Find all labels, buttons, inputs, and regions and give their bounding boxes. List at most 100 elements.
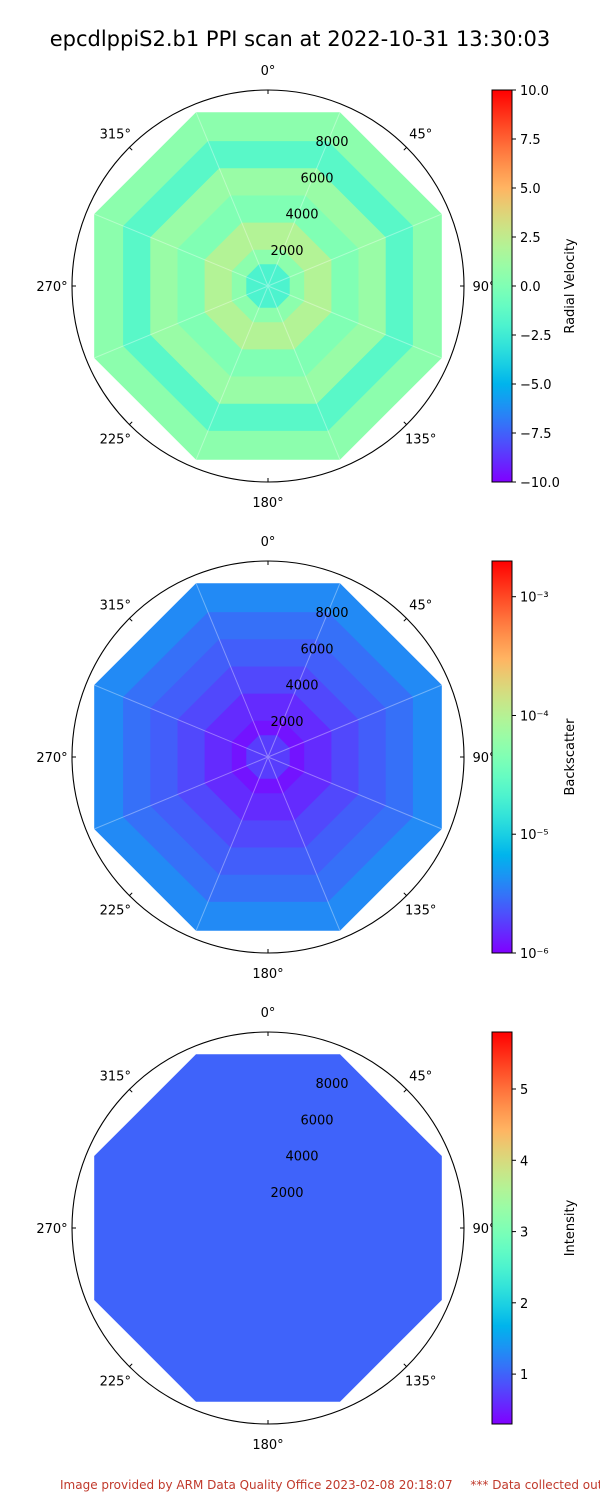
radial-tick-label: 2000: [270, 715, 303, 730]
angle-tick-label: 135°: [405, 904, 436, 919]
colorbar-tick-label: 10⁻⁶: [520, 947, 549, 962]
scan-texture: [94, 112, 442, 460]
colorbar-label: Radial Velocity: [563, 238, 578, 334]
scan-texture-line: [267, 756, 442, 830]
angle-tick-label: 270°: [36, 280, 67, 295]
colorbar-tick-label: 7.5: [520, 133, 541, 148]
velocity-panel: 0° 45° 90° 135° 180° 225° 270° 315° 2000 4000 6000…: [36, 64, 578, 511]
scan-texture-line: [195, 112, 269, 287]
scan-texture-line: [195, 756, 269, 931]
angle-tick-mark: [129, 421, 133, 425]
radial-tick-label: 2000: [270, 1186, 303, 1201]
colorbar-tick-label: 4: [520, 1154, 528, 1169]
colorbar-tick-label: 1: [520, 1368, 528, 1383]
angle-tick-mark: [403, 892, 407, 896]
angle-tick-label: 315°: [100, 598, 131, 613]
angle-tick-label: 315°: [100, 1069, 131, 1084]
colorbar: [491, 1031, 513, 1425]
scan-texture-line: [267, 213, 442, 287]
angle-tick-label: 0°: [261, 64, 276, 79]
angle-tick-label: 45°: [409, 598, 432, 613]
angle-tick-mark: [129, 1089, 133, 1093]
scan-texture-line: [267, 285, 442, 359]
radial-tick-label: 6000: [300, 1113, 333, 1128]
colorbar-tick-label: 2: [520, 1297, 528, 1312]
scan-rings: [94, 112, 442, 460]
scan-rings: [94, 583, 442, 931]
angle-tick-label: 45°: [409, 1069, 432, 1084]
angle-tick-mark: [129, 892, 133, 896]
scan-ring-6: [246, 735, 290, 779]
angle-tick-label: 225°: [100, 1375, 131, 1390]
scan-texture-line: [195, 583, 269, 758]
scan-texture-line: [267, 684, 442, 758]
scan-ring-6: [246, 264, 290, 308]
angle-tick-mark: [403, 147, 407, 151]
colorbar-tick-label: −2.5: [520, 329, 552, 344]
colorbar-tick-label: 10.0: [520, 84, 549, 99]
angle-tick-mark: [129, 618, 133, 622]
scan-texture-line: [195, 285, 269, 460]
radial-tick-label: 4000: [285, 1150, 318, 1165]
angle-tick-label: 0°: [261, 535, 276, 550]
angle-tick-label: 90°: [472, 280, 495, 295]
colorbar-tick-label: 5.0: [520, 182, 541, 197]
colorbar-label: Backscatter: [563, 718, 578, 796]
angle-tick-label: 270°: [36, 1222, 67, 1237]
angle-tick-label: 45°: [409, 127, 432, 142]
angle-tick-mark: [403, 421, 407, 425]
angle-tick-mark: [403, 1089, 407, 1093]
colorbar-tick-label: 3: [520, 1226, 528, 1241]
radial-tick-label: 4000: [285, 208, 318, 223]
scan-rings: [94, 1054, 442, 1402]
scan-texture-line: [94, 213, 269, 287]
scan-texture-line: [267, 756, 341, 931]
intensity-panel: 0° 45° 90° 135° 180° 225° 270° 315° 2000 4000 6000…: [36, 1006, 578, 1453]
angle-tick-mark: [403, 618, 407, 622]
angle-tick-label: 90°: [472, 1222, 495, 1237]
angle-tick-label: 180°: [252, 496, 283, 511]
colorbar-tick-label: −5.0: [520, 378, 552, 393]
colorbar: [491, 89, 513, 483]
scan-texture-line: [94, 684, 269, 758]
scan-texture-line: [267, 112, 341, 287]
radial-tick-label: 8000: [315, 135, 348, 150]
radial-tick-label: 2000: [270, 244, 303, 259]
colorbar-tick-label: 10⁻³: [520, 591, 549, 606]
angle-tick-label: 315°: [100, 127, 131, 142]
colorbar-tick-label: 0.0: [520, 280, 541, 295]
colorbar: [491, 560, 513, 954]
colorbar-tick-label: 10⁻⁴: [520, 710, 549, 725]
colorbar-tick-label: −7.5: [520, 427, 552, 442]
angle-tick-mark: [129, 147, 133, 151]
scan-texture-line: [267, 583, 341, 758]
angle-tick-label: 0°: [261, 1006, 276, 1021]
colorbar-label: Intensity: [563, 1199, 578, 1256]
radial-tick-label: 6000: [300, 642, 333, 657]
radial-tick-label: 6000: [300, 171, 333, 186]
colorbar-tick-label: −10.0: [520, 476, 560, 491]
footer-note: *** Data collected outsid: [470, 1478, 600, 1492]
scan-texture-line: [94, 285, 269, 359]
colorbar-tick-label: 10⁻⁵: [520, 828, 549, 843]
angle-tick-label: 270°: [36, 751, 67, 766]
radial-tick-label: 8000: [315, 1077, 348, 1092]
scan-ring-0: [94, 1054, 442, 1402]
figure-title: epcdlppiS2.b1 PPI scan at 2022-10-31 13:…: [49, 27, 551, 51]
footer-provided-by: Image provided by ARM Data Quality Offic…: [60, 1478, 453, 1492]
backscatter-panel: 0° 45° 90° 135° 180° 225° 270° 315° 2000 4000 6000…: [36, 535, 578, 982]
radial-tick-label: 4000: [285, 679, 318, 694]
colorbar-tick-label: 5: [520, 1083, 528, 1098]
angle-tick-label: 135°: [405, 433, 436, 448]
angle-tick-label: 135°: [405, 1375, 436, 1390]
scan-texture-line: [267, 285, 341, 460]
angle-tick-label: 225°: [100, 904, 131, 919]
angle-tick-mark: [403, 1363, 407, 1367]
angle-tick-label: 180°: [252, 967, 283, 982]
angle-tick-label: 90°: [472, 751, 495, 766]
scan-texture: [94, 583, 442, 931]
footer: Image provided by ARM Data Quality Offic…: [60, 1478, 600, 1492]
radial-tick-label: 8000: [315, 606, 348, 621]
angle-tick-label: 180°: [252, 1438, 283, 1453]
scan-texture-line: [94, 756, 269, 830]
